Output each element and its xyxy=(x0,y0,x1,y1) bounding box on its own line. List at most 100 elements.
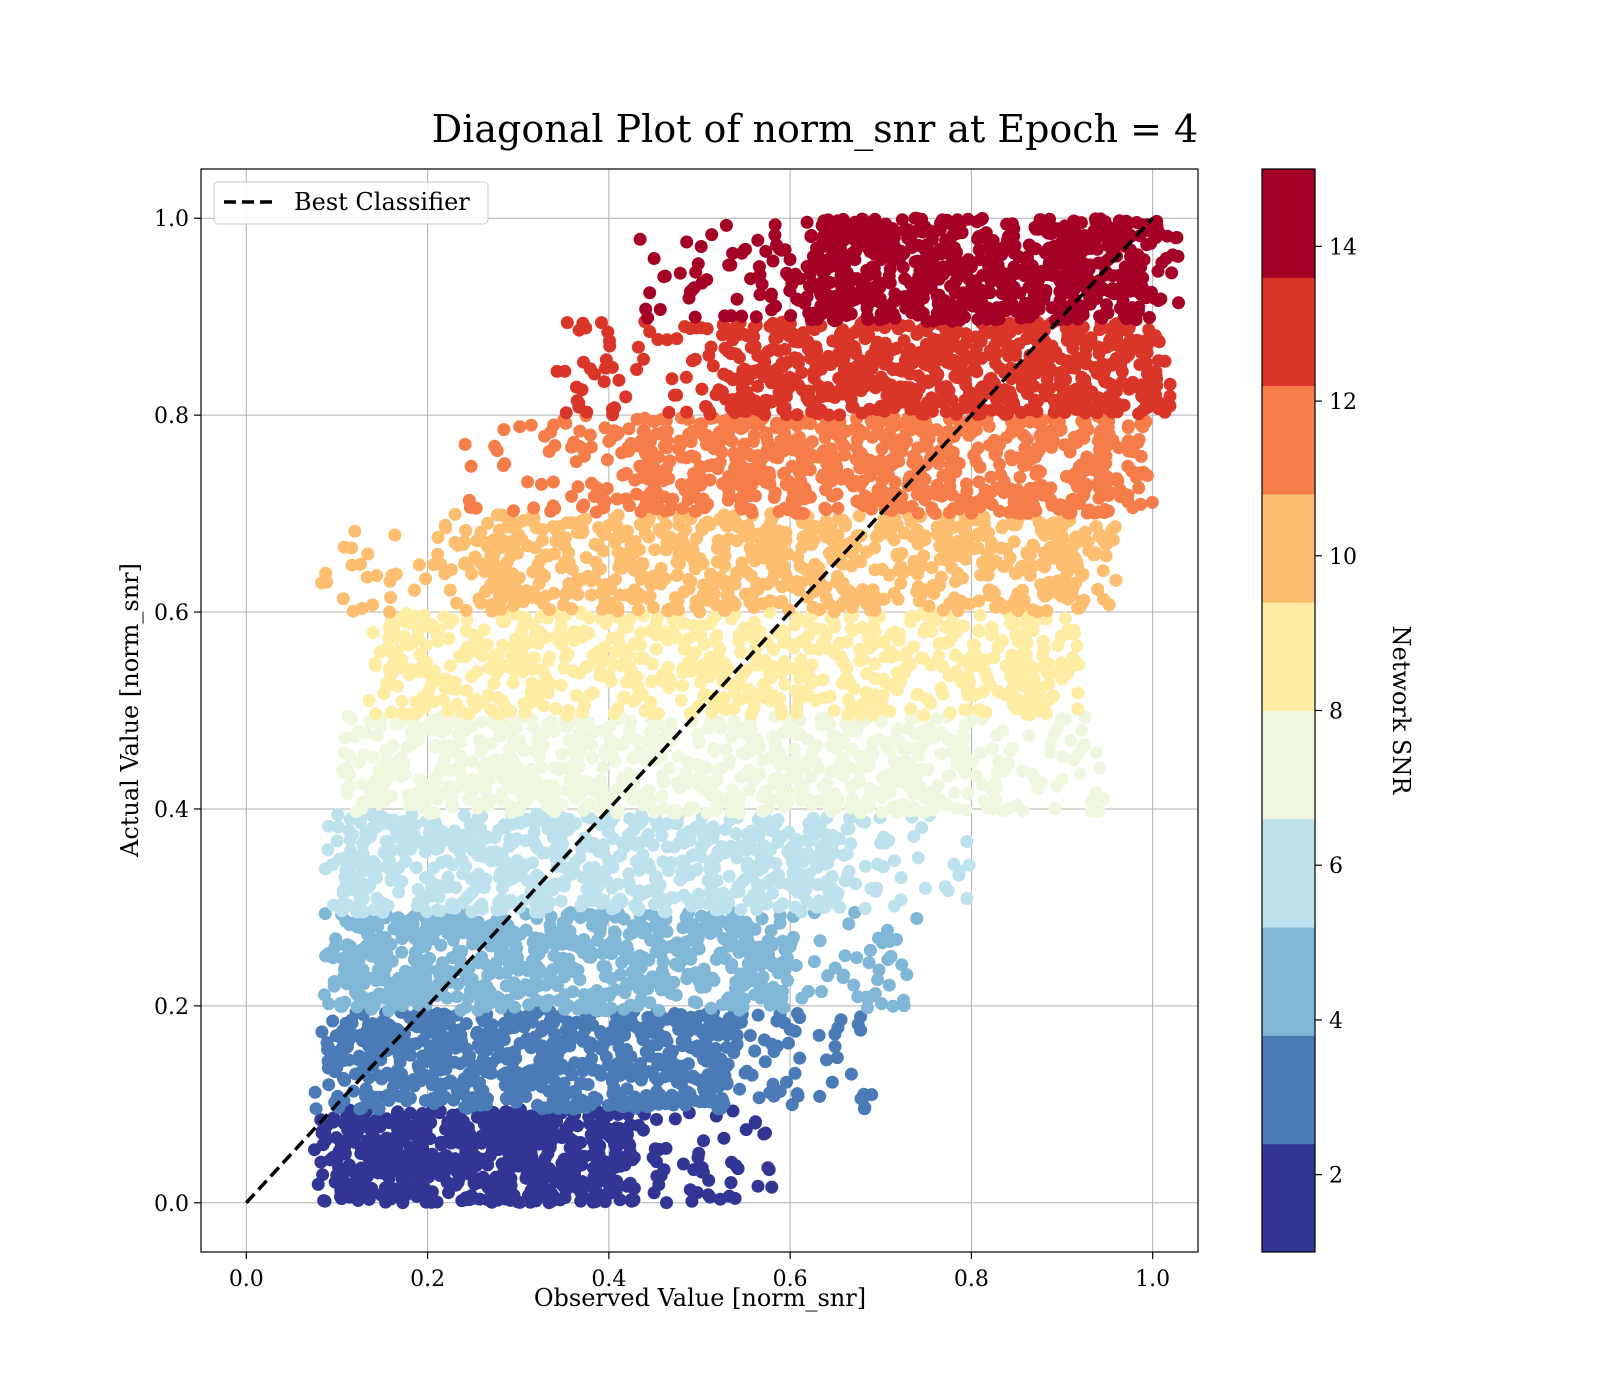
scatter-point xyxy=(704,567,717,581)
scatter-point xyxy=(632,889,646,903)
scatter-point xyxy=(882,978,896,992)
scatter-point xyxy=(629,855,643,868)
scatter-point xyxy=(317,988,331,1002)
scatter-point xyxy=(891,675,905,689)
scatter-point xyxy=(947,857,961,871)
scatter-point xyxy=(766,886,780,900)
scatter-point xyxy=(746,956,760,970)
scatter-point xyxy=(562,733,576,747)
scatter-point xyxy=(810,900,824,914)
scatter-point xyxy=(496,1177,510,1191)
scatter-point xyxy=(654,577,668,591)
scatter-point xyxy=(727,702,741,715)
scatter-point xyxy=(483,985,497,998)
scatter-point xyxy=(744,707,758,721)
scatter-band-5 xyxy=(335,709,1111,820)
scatter-point xyxy=(849,553,863,567)
scatter-point xyxy=(395,945,409,959)
scatter-point xyxy=(692,736,706,750)
scatter-point xyxy=(478,1129,492,1143)
scatter-point xyxy=(836,596,850,609)
scatter-point xyxy=(656,769,670,783)
scatter-point xyxy=(961,787,975,801)
scatter-point xyxy=(369,1018,383,1032)
scatter-point xyxy=(472,901,486,914)
scatter-point xyxy=(572,1159,585,1173)
scatter-point xyxy=(973,608,987,622)
scatter-point xyxy=(770,1039,784,1053)
scatter-point xyxy=(748,615,762,629)
scatter-point xyxy=(364,855,378,869)
scatter-point xyxy=(587,861,601,875)
scatter-point xyxy=(962,682,976,695)
scatter-point xyxy=(871,732,885,746)
scatter-point xyxy=(919,692,933,706)
scatter-point xyxy=(783,1022,797,1036)
scatter-point xyxy=(597,847,611,861)
scatter-point xyxy=(834,650,848,664)
scatter-point xyxy=(582,950,596,964)
scatter-point xyxy=(566,961,580,975)
scatter-point xyxy=(494,1001,508,1015)
scatter-point xyxy=(918,881,932,895)
scatter-point xyxy=(326,1014,340,1028)
scatter-point xyxy=(624,1013,638,1027)
scatter-point xyxy=(739,1123,753,1137)
scatter-point xyxy=(738,873,751,886)
scatter-point xyxy=(475,950,488,964)
scatter-point xyxy=(496,638,510,652)
scatter-point xyxy=(331,808,345,821)
scatter-point xyxy=(580,1059,594,1073)
scatter-point xyxy=(514,1080,528,1094)
scatter-point xyxy=(541,900,555,914)
scatter-point xyxy=(766,824,780,838)
scatter-point xyxy=(421,871,435,885)
scatter-point xyxy=(572,1181,585,1195)
scatter-point xyxy=(597,838,611,851)
scatter-point xyxy=(1036,634,1050,648)
scatter-point xyxy=(689,645,702,659)
scatter-point xyxy=(427,806,441,820)
scatter-point xyxy=(794,667,808,681)
scatter-point xyxy=(510,941,524,955)
scatter-point xyxy=(510,832,524,846)
scatter-point xyxy=(612,1040,626,1054)
scatter-point xyxy=(765,956,779,970)
scatter-point xyxy=(772,900,786,914)
scatter-point xyxy=(638,526,652,540)
scatter-point xyxy=(404,707,418,721)
scatter-point xyxy=(465,754,479,768)
scatter-point xyxy=(404,812,418,826)
scatter-point xyxy=(356,795,370,809)
scatter-point xyxy=(530,959,543,972)
scatter-point xyxy=(804,770,818,784)
scatter-point xyxy=(597,578,610,592)
scatter-point xyxy=(528,838,542,852)
scatter-point xyxy=(451,977,465,991)
scatter-point xyxy=(616,774,630,788)
scatter-point xyxy=(652,926,666,940)
scatter-point xyxy=(511,963,525,977)
scatter-point xyxy=(638,975,651,989)
scatter-point xyxy=(525,1172,539,1186)
scatter-point xyxy=(359,939,373,953)
scatter-point xyxy=(904,702,918,716)
scatter-point xyxy=(400,740,414,754)
scatter-point xyxy=(842,822,856,836)
scatter-point xyxy=(457,808,471,822)
scatter-point xyxy=(342,749,356,763)
scatter-point xyxy=(1016,764,1030,778)
scatter-point xyxy=(608,536,622,550)
scatter-point xyxy=(563,924,577,938)
scatter-point xyxy=(748,922,762,936)
scatter-point xyxy=(568,856,582,869)
scatter-point xyxy=(400,1118,414,1132)
scatter-point xyxy=(652,1027,666,1041)
scatter-point xyxy=(660,1034,674,1048)
scatter-point xyxy=(381,1184,395,1198)
scatter-point xyxy=(408,609,422,623)
scatter-point xyxy=(606,749,620,763)
scatter-point xyxy=(929,793,943,807)
scatter-point xyxy=(772,551,786,565)
scatter-point xyxy=(463,916,477,930)
